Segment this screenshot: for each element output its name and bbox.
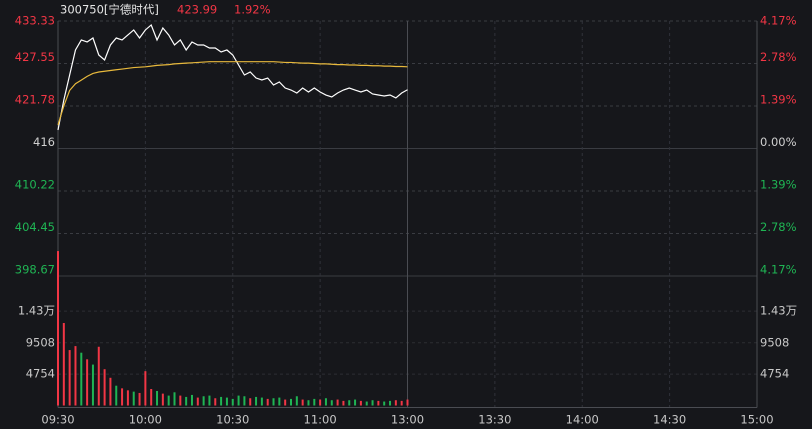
volume-bar [144,371,147,406]
volume-bar [336,399,339,406]
volume-tick-label: 4754 [26,367,55,381]
volume-bar [185,396,188,406]
volume-bar [115,385,118,406]
volume-tick-label: 9508 [26,335,55,349]
x-tick-label: 14:30 [653,413,686,427]
volume-bar [91,364,94,406]
volume-bar [220,396,223,406]
y-tick-label: 416 [33,135,55,149]
volume-bar [196,397,199,406]
volume-bar [301,399,304,406]
y2-tick-label: 4.17% [760,263,797,277]
volume-bar [389,400,392,406]
x-tick-label: 15:00 [740,413,773,427]
x-tick-label: 13:00 [391,413,424,427]
volume-bar [266,398,269,406]
volume-bar [295,396,298,406]
volume-bar [57,251,59,406]
volume-bar [278,397,281,406]
volume-tick-label-right: 1.43万 [760,304,797,318]
x-tick-label: 13:30 [478,413,511,427]
x-tick-label: 09:30 [41,413,74,427]
volume-bar [243,396,246,406]
volume-bar [80,352,83,406]
volume-bar [74,346,77,406]
x-tick-label: 14:00 [566,413,599,427]
y-tick-label: 404.45 [15,220,55,234]
stock-price: 423.99 [177,3,217,17]
volume-bar [150,389,153,406]
y-tick-label: 410.22 [15,178,55,192]
volume-bar [86,359,89,406]
volume-bar [255,396,258,406]
volume-bar [324,398,327,406]
volume-bar [109,377,112,406]
y-tick-label: 398.67 [15,263,55,277]
volume-bar [394,400,397,406]
volume-bar [231,398,234,406]
volume-bar [237,395,240,406]
volume-bar [179,395,182,406]
volume-bar [167,395,170,406]
volume-bar [359,400,362,406]
volume-bar [249,398,252,406]
volume-bar [156,390,159,406]
y2-tick-label: 2.78% [760,50,797,64]
y2-tick-label: 0.00% [760,135,797,149]
volume-tick-label: 1.43万 [18,304,55,318]
volume-tick-label-right: 4754 [760,367,789,381]
volume-bar [260,397,263,406]
volume-bar [126,390,129,406]
volume-bar [68,350,71,406]
volume-bar [290,398,292,406]
volume-bar [383,401,386,406]
x-tick-label: 10:00 [129,413,162,427]
volume-bar [103,369,106,406]
volume-bar [272,398,275,406]
volume-bar [62,323,65,406]
volume-bar [342,400,345,406]
x-tick-label: 11:00 [304,413,337,427]
volume-bar [330,400,333,406]
stock-name: 300750[宁德时代] [60,3,159,17]
volume-bar [348,400,351,406]
volume-bar [371,400,374,406]
volume-bar [97,346,100,406]
y2-tick-label: 2.78% [760,220,797,234]
volume-bar [161,393,164,406]
volume-bar [319,399,322,406]
volume-bar [190,394,193,406]
volume-bar [307,400,310,406]
y2-tick-label: 1.39% [760,93,797,107]
volume-bar [377,400,380,406]
price-line [57,61,408,126]
volume-bar [406,399,409,406]
volume-bar [132,391,135,406]
x-tick-label: 10:30 [216,413,249,427]
volume-bar [365,401,368,406]
price-line [57,23,408,131]
volume-bar [400,400,403,406]
y-tick-label: 427.55 [15,50,55,64]
y-tick-label: 433.33 [15,14,55,28]
volume-bar [313,398,316,406]
volume-bar [354,399,357,406]
volume-bar [284,399,287,406]
y2-tick-label: 1.39% [760,178,797,192]
volume-tick-label-right: 9508 [760,335,789,349]
stock-change: 1.92% [234,3,271,17]
volume-bar [208,395,211,406]
volume-bar [225,397,228,406]
volume-bar [214,398,217,406]
y-tick-label: 421.78 [15,92,55,106]
y2-tick-label: 4.17% [760,14,797,28]
volume-bar [121,388,124,406]
volume-bar [173,392,176,406]
volume-bar [138,392,141,406]
volume-bar [202,396,205,406]
